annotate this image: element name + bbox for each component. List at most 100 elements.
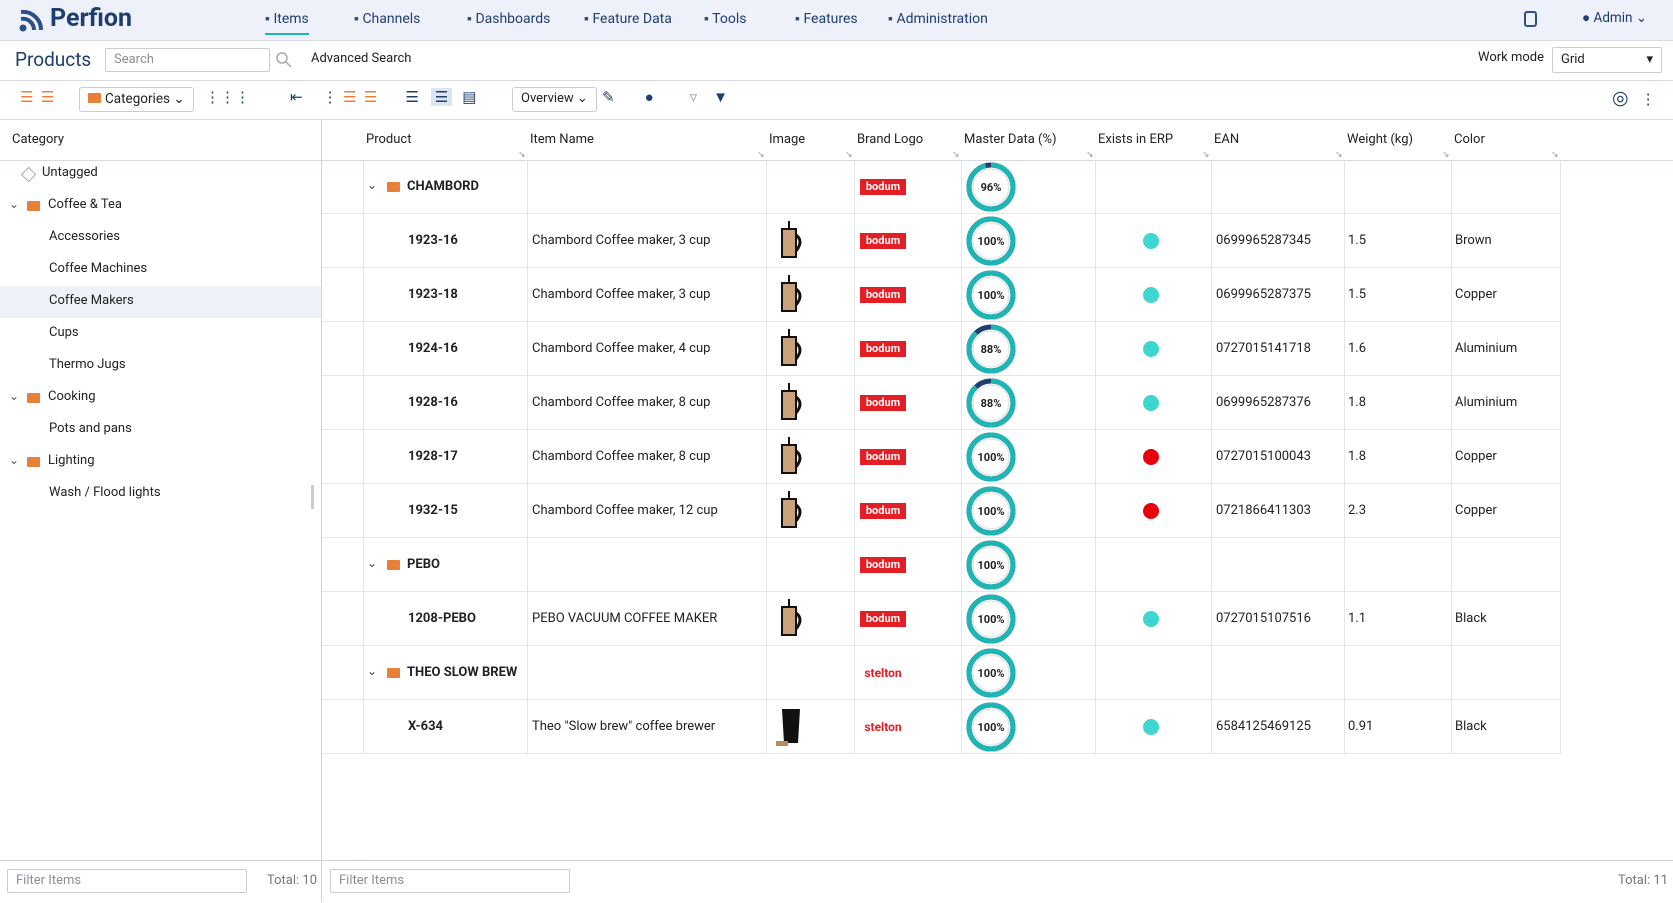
group-name[interactable]: CHAMBORD xyxy=(407,179,479,194)
toolbar-icons-right[interactable]: ✎ ● ▿ ▼ xyxy=(602,88,729,106)
nav-item[interactable]: ▪ Features xyxy=(795,11,858,27)
column-header[interactable]: Image xyxy=(769,132,806,147)
resize-handle: ↘ xyxy=(1442,150,1450,160)
tree-label[interactable]: Accessories xyxy=(49,229,120,244)
brand-logo: bodum xyxy=(860,611,906,627)
search-icon[interactable] xyxy=(275,51,293,69)
expander[interactable]: ⌄ xyxy=(9,197,20,211)
toolbar-icons-left[interactable]: ☰ ☰ xyxy=(20,88,55,106)
brand-logo: bodum xyxy=(860,233,906,249)
product-id[interactable]: 1928-17 xyxy=(408,449,458,464)
ring-label: 88% xyxy=(981,343,1002,356)
item-name: Chambord Coffee maker, 3 cup xyxy=(532,287,711,302)
img-shape xyxy=(776,741,788,746)
product-id[interactable]: 1924-16 xyxy=(408,341,458,356)
left-total: Total: 10 xyxy=(267,873,318,888)
tree-label[interactable]: Coffee Machines xyxy=(49,261,148,276)
ring-inner xyxy=(972,654,1010,692)
clipboard-icon[interactable] xyxy=(1523,10,1539,28)
view-select[interactable]: Overview ⌄ xyxy=(512,87,597,112)
user-menu[interactable]: ● Admin ⌄ xyxy=(1582,10,1648,26)
product-image xyxy=(781,329,802,366)
product-id[interactable]: 1208-PEBO xyxy=(408,611,476,626)
img-shape xyxy=(794,503,802,522)
group-expander[interactable]: ⌄ xyxy=(367,664,378,678)
ring-label: 100% xyxy=(977,559,1004,572)
expander[interactable]: ⌄ xyxy=(9,453,20,467)
category-column: Category xyxy=(12,132,65,147)
toolbar-icons-left2[interactable]: ⋮⋮⋮ ⇤ ⋮ xyxy=(205,88,338,106)
tree-label[interactable]: Wash / Flood lights xyxy=(49,485,161,500)
column-header[interactable]: Brand Logo xyxy=(857,132,924,147)
tree-label[interactable]: Untagged xyxy=(42,165,98,180)
group-name[interactable]: PEBO xyxy=(407,557,440,572)
group-name[interactable]: THEO SLOW BREW xyxy=(407,665,518,680)
item-name: PEBO VACUUM COFFEE MAKER xyxy=(532,611,718,626)
product-id[interactable]: 1928-16 xyxy=(408,395,458,410)
column-header[interactable]: Weight (kg) xyxy=(1347,132,1414,147)
tree-label[interactable]: Coffee Makers xyxy=(49,293,134,308)
group-expander[interactable]: ⌄ xyxy=(367,178,378,192)
nav-label: Channels xyxy=(362,11,421,27)
tree-label[interactable]: Thermo Jugs xyxy=(49,357,126,372)
item-name: Chambord Coffee maker, 4 cup xyxy=(532,341,711,356)
folder-icon xyxy=(27,393,40,403)
grid-filter[interactable]: Filter Items xyxy=(330,869,570,893)
ring-value xyxy=(966,594,1016,644)
grid-col-line xyxy=(961,160,962,754)
product-id[interactable]: 1932-15 xyxy=(408,503,458,518)
resize-handle: ↘ xyxy=(757,150,765,160)
nav-item[interactable]: ▪ Dashboards xyxy=(467,11,551,27)
nav-item[interactable]: ▪ Channels xyxy=(354,11,421,27)
footer xyxy=(0,860,1673,903)
nav-item[interactable]: ▪ Administration xyxy=(888,11,988,27)
product-id[interactable]: X-634 xyxy=(408,719,443,734)
ring-value xyxy=(966,324,1016,374)
column-header[interactable]: Color xyxy=(1454,132,1485,147)
ring-label: 88% xyxy=(981,397,1002,410)
erp-indicator xyxy=(1143,611,1159,627)
toolbar-icons-grid[interactable]: ☰ ☰ ☰ ☰ ▤ xyxy=(343,88,477,106)
img-shape xyxy=(794,395,802,414)
tree-label[interactable]: Lighting xyxy=(48,453,95,468)
categories-label: Categories xyxy=(105,91,170,107)
column-header[interactable]: Product xyxy=(366,132,412,147)
left-filter[interactable]: Filter Items xyxy=(7,869,247,893)
tree-label[interactable]: Cooking xyxy=(48,389,96,404)
nav-item[interactable]: ▪ Tools xyxy=(704,11,747,27)
logo[interactable]: Perfion xyxy=(50,4,132,33)
ring-label: 100% xyxy=(977,235,1004,248)
color: Copper xyxy=(1455,287,1497,302)
column-header[interactable]: EAN xyxy=(1214,132,1240,147)
nav-item[interactable]: ▪ Feature Data xyxy=(584,11,672,27)
brand-logo: bodum xyxy=(860,395,906,411)
expander[interactable]: ⌄ xyxy=(9,389,20,403)
grid-col-line xyxy=(766,160,767,754)
advanced-search[interactable]: Advanced Search xyxy=(311,51,412,66)
column-header[interactable]: Item Name xyxy=(530,132,594,147)
brand-logo: bodum xyxy=(860,179,906,195)
categories-button[interactable]: Categories ⌄ xyxy=(79,87,194,112)
weight: 2.3 xyxy=(1348,503,1367,518)
group-expander[interactable]: ⌄ xyxy=(367,556,378,570)
img-shape xyxy=(781,498,797,528)
column-header[interactable]: Exists in ERP xyxy=(1098,132,1174,147)
column-header[interactable]: Master Data (%) xyxy=(964,132,1057,147)
row-line xyxy=(322,429,1560,430)
nav-item[interactable]: ▪ Items xyxy=(265,10,309,35)
ring-value xyxy=(966,486,1016,536)
nav-label: Administration xyxy=(896,11,988,27)
row-line xyxy=(322,699,1560,700)
color: Black xyxy=(1455,611,1487,626)
tree-label[interactable]: Coffee & Tea xyxy=(48,197,122,212)
search-input[interactable]: Search xyxy=(105,48,270,72)
work-mode-select[interactable]: Grid ▾ xyxy=(1552,47,1662,73)
globe-icon[interactable]: ◎ ⋮ xyxy=(1612,86,1656,109)
product-id[interactable]: 1923-18 xyxy=(408,287,458,302)
brand-logo: stelton xyxy=(864,666,902,680)
item-name: Chambord Coffee maker, 12 cup xyxy=(532,503,718,518)
tree-label[interactable]: Cups xyxy=(49,325,79,340)
product-id[interactable]: 1923-16 xyxy=(408,233,458,248)
tree-label[interactable]: Pots and pans xyxy=(49,421,132,436)
ring-inner xyxy=(972,492,1010,530)
